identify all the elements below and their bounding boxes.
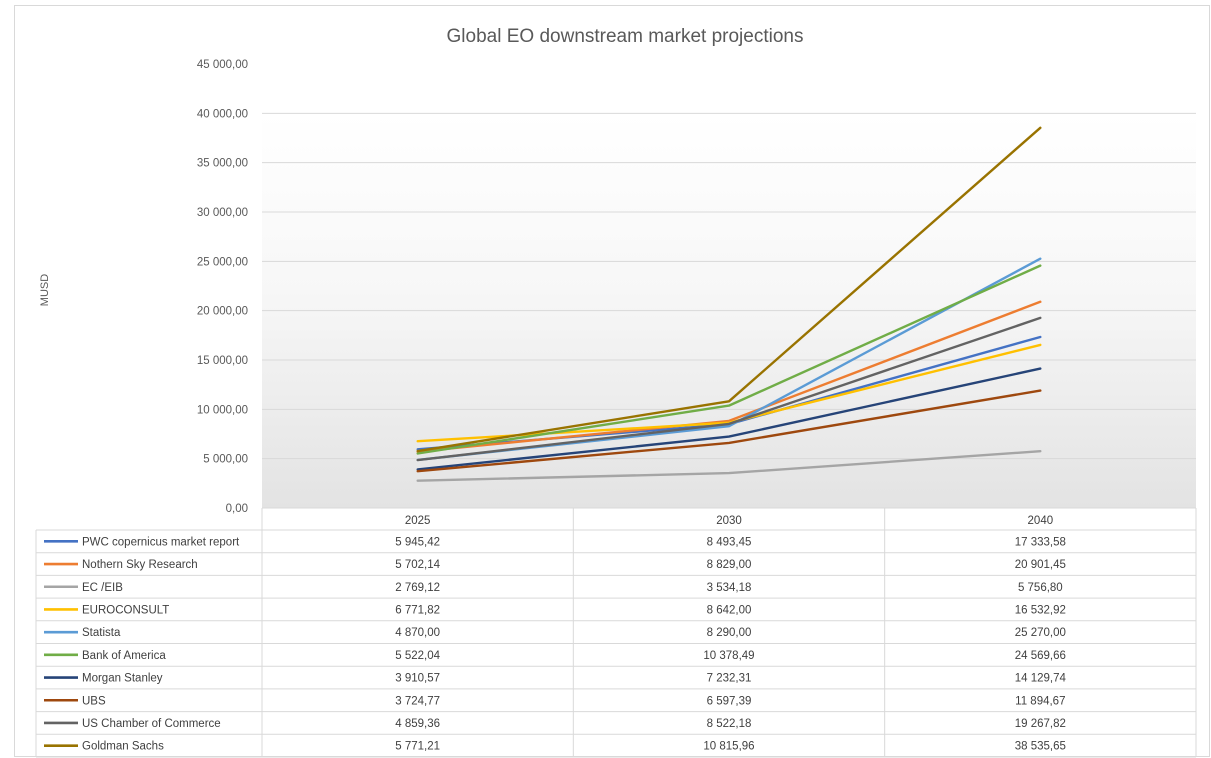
series-name: Statista [82, 627, 121, 639]
chart-title: Global EO downstream market projections [447, 26, 804, 47]
data-value: 11 894,67 [1015, 695, 1065, 707]
y-tick-label: 0,00 [226, 503, 248, 515]
data-value: 3 534,18 [707, 582, 752, 594]
series-line [416, 264, 1042, 455]
data-value: 17 333,58 [1015, 536, 1066, 548]
data-value: 19 267,82 [1015, 718, 1066, 730]
y-tick-label: 25 000,00 [197, 256, 248, 268]
data-value: 5 702,14 [395, 559, 440, 571]
data-value: 3 724,77 [395, 695, 440, 707]
data-value: 38 535,65 [1015, 741, 1066, 753]
data-value: 8 522,18 [707, 718, 752, 730]
y-tick-label: 10 000,00 [197, 404, 248, 416]
data-value: 4 859,36 [395, 718, 440, 730]
series-name: Goldman Sachs [82, 741, 164, 753]
x-category-label: 2040 [1028, 515, 1054, 527]
series-name: US Chamber of Commerce [82, 718, 221, 730]
x-category-label: 2030 [716, 515, 742, 527]
data-value: 14 129,74 [1015, 673, 1067, 685]
series-name: Bank of America [82, 650, 166, 662]
series-line [416, 389, 1042, 473]
data-value: 8 829,00 [707, 559, 752, 571]
data-value: 5 771,21 [395, 741, 440, 753]
data-value: 2 769,12 [395, 582, 440, 594]
data-value: 3 910,57 [395, 673, 440, 685]
data-table: 2025 2030 2040 PWC copernicus market report… [35, 507, 1197, 758]
series-line [416, 126, 1042, 453]
data-value: 16 532,92 [1015, 604, 1066, 616]
series-name: Morgan Stanley [82, 673, 163, 685]
data-value: 5 522,04 [395, 650, 440, 662]
data-value: 5 945,42 [395, 536, 440, 548]
data-value: 6 771,82 [395, 604, 440, 616]
data-value: 25 270,00 [1015, 627, 1066, 639]
x-category-label: 2025 [405, 515, 431, 527]
data-value: 10 815,96 [703, 741, 754, 753]
data-value: 6 597,39 [707, 695, 752, 707]
y-tick-label: 40 000,00 [197, 108, 248, 120]
y-tick-label: 35 000,00 [197, 158, 248, 170]
data-value: 10 378,49 [703, 650, 754, 662]
data-value: 20 901,45 [1015, 559, 1066, 571]
y-tick-label: 20 000,00 [197, 306, 248, 318]
data-value: 8 493,45 [707, 536, 752, 548]
series-name: Nothern Sky Research [82, 559, 198, 571]
series-line [416, 316, 1042, 462]
series-name: PWC copernicus market report [82, 536, 240, 548]
y-tick-label: 15 000,00 [197, 355, 248, 367]
data-value: 8 642,00 [707, 604, 752, 616]
data-value: 5 756,80 [1018, 582, 1063, 594]
y-tick-label: 45 000,00 [197, 59, 248, 71]
data-value: 8 290,00 [707, 627, 752, 639]
y-tick-label: 5 000,00 [203, 454, 248, 466]
series-line [416, 367, 1042, 471]
series-name: EUROCONSULT [82, 604, 169, 616]
data-value: 4 870,00 [395, 627, 440, 639]
y-axis-label: MUSD [39, 274, 51, 306]
series-line [416, 300, 1042, 453]
y-tick-label: 30 000,00 [197, 207, 248, 219]
series-name: EC /EIB [82, 582, 123, 594]
data-value: 7 232,31 [707, 673, 752, 685]
series-line [416, 450, 1042, 482]
series-name: UBS [82, 695, 106, 707]
data-value: 24 569,66 [1015, 650, 1066, 662]
plot-area: 0,00 5 000,00 10 000,00 15 000,00 20 000,00 2… [197, 59, 1196, 515]
